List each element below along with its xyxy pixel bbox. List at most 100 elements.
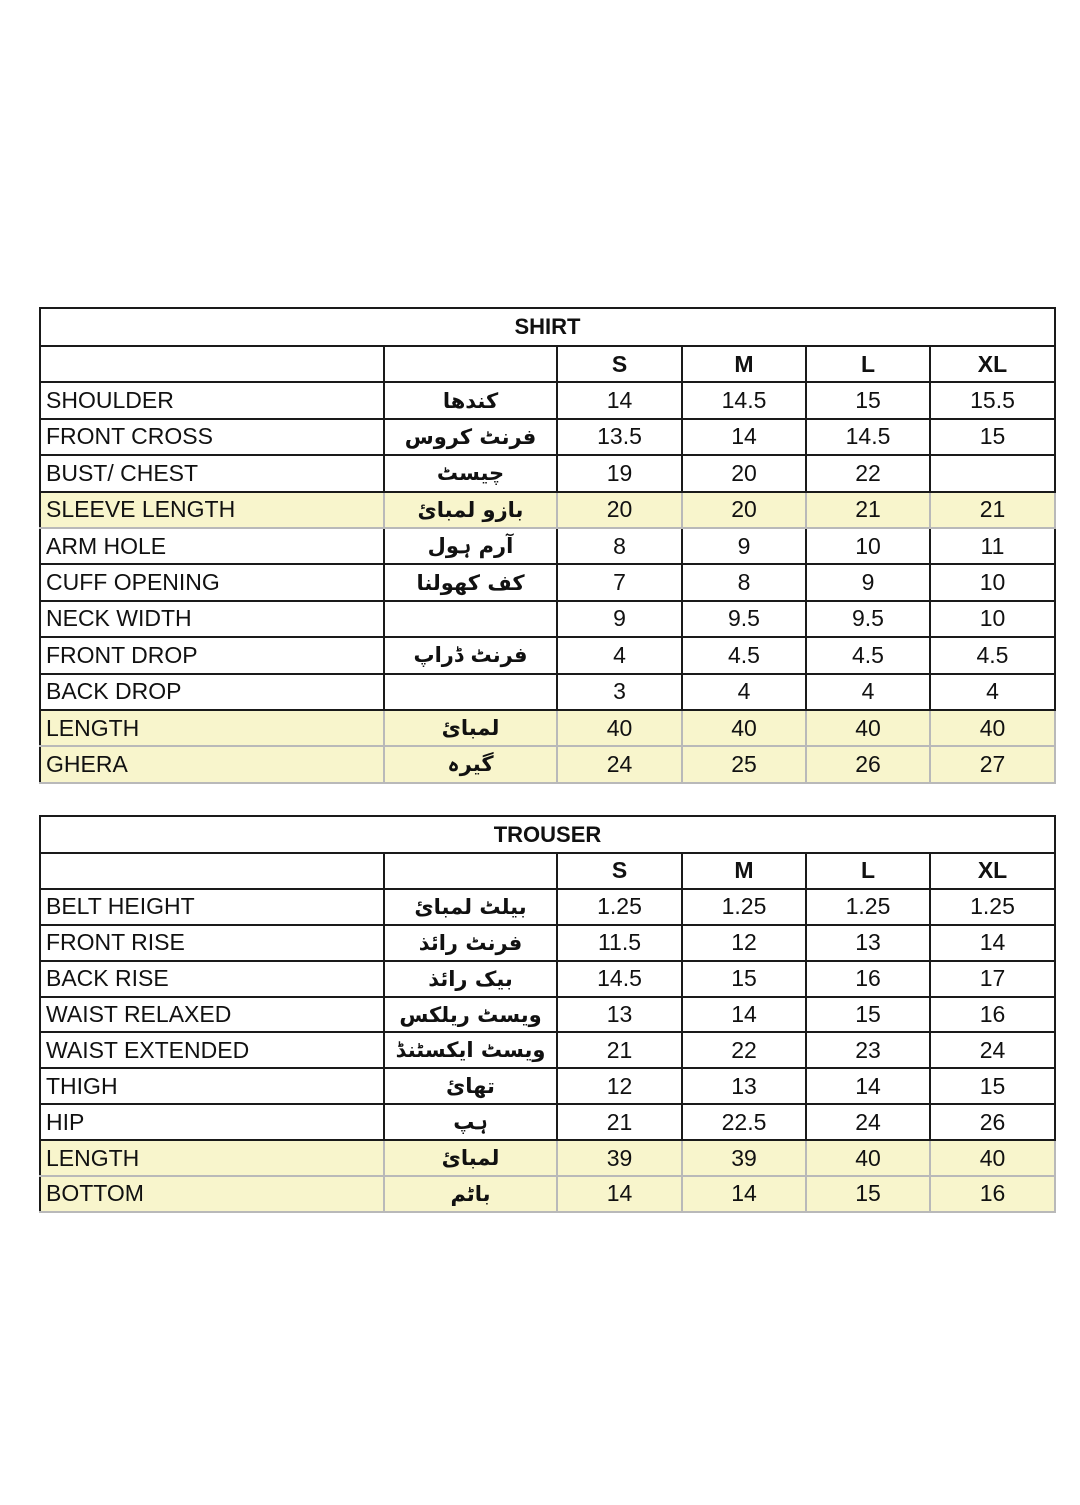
value-s: 3 [556, 672, 683, 711]
value-s: 20 [556, 490, 683, 529]
value-xl: 15.5 [929, 381, 1056, 420]
value-xl: 11 [929, 526, 1056, 566]
value-m: 9 [681, 526, 807, 566]
value-s: 39 [556, 1139, 683, 1178]
value-m: 9.5 [681, 599, 807, 639]
value-s: 12 [556, 1067, 683, 1106]
measurement-label: LENGTH [39, 708, 385, 748]
value-s: 11.5 [556, 923, 683, 962]
value-l: 15 [805, 381, 931, 420]
measurement-urdu-label: باٹم [383, 1175, 558, 1213]
value-m: 22 [681, 1031, 807, 1070]
value-m: 14 [681, 417, 807, 457]
measurement-label: BACK RISE [39, 959, 385, 998]
header-blank-label [39, 344, 385, 384]
measurement-label: ARM HOLE [39, 526, 385, 566]
table-row: WAIST RELAXED ویسٹ ریلکس 13 14 15 16 [39, 995, 1057, 1034]
value-s: 21 [556, 1103, 683, 1142]
value-l: 4 [805, 672, 931, 711]
value-m: 13 [681, 1067, 807, 1106]
value-xl: 21 [929, 490, 1056, 529]
value-xl: 15 [929, 417, 1056, 457]
value-l: 26 [805, 745, 931, 784]
value-l: 16 [805, 959, 931, 998]
measurement-urdu-label: کندھا [383, 381, 558, 420]
value-m: 15 [681, 959, 807, 998]
size-header-s: S [556, 852, 683, 890]
table-title: SHIRT [39, 307, 1056, 347]
measurement-label: GHERA [39, 745, 385, 784]
size-header-row: S M L XL [39, 344, 1056, 384]
measurement-urdu-label: لمبائ [383, 708, 558, 748]
value-m: 14 [681, 1175, 807, 1213]
size-header-m: M [681, 852, 807, 890]
measurement-label: BACK DROP [39, 672, 385, 711]
measurement-urdu-label: گیرہ [383, 745, 558, 784]
value-s: 19 [556, 454, 683, 493]
measurement-urdu-label [383, 672, 558, 711]
table-row: BUST/ CHEST چیسٹ 19 20 22 [39, 454, 1056, 493]
value-l: 24 [805, 1103, 931, 1142]
size-header-l: L [805, 344, 931, 384]
value-l: 21 [805, 490, 931, 529]
value-l: 13 [805, 923, 931, 962]
measurement-label: WAIST EXTENDED [39, 1031, 385, 1070]
value-xl: 4 [929, 672, 1056, 711]
table-row: HIP ہپ 21 22.5 24 26 [39, 1103, 1057, 1142]
table-title-row: SHIRT [39, 307, 1056, 347]
value-xl: 14 [928, 923, 1057, 962]
table-row: BACK DROP 3 4 4 4 [39, 672, 1056, 711]
table-row: ARM HOLE آرم ہول 8 9 10 11 [39, 526, 1056, 566]
value-m: 4 [681, 672, 807, 711]
value-m: 1.25 [681, 887, 807, 926]
value-l: 10 [805, 526, 931, 566]
measurement-urdu-label: لمبائ [383, 1139, 558, 1178]
measurement-label: HIP [39, 1103, 385, 1142]
measurement-label: FRONT CROSS [39, 417, 385, 457]
value-s: 7 [556, 563, 683, 602]
value-l: 4.5 [805, 636, 931, 675]
size-header-xl: XL [928, 852, 1057, 890]
value-xl: 16 [928, 995, 1057, 1034]
value-m: 4.5 [681, 636, 807, 675]
table-row: FRONT RISE فرنٹ رائذ 11.5 12 13 14 [39, 923, 1057, 962]
measurement-label: WAIST RELAXED [39, 995, 385, 1034]
value-xl: 15 [928, 1067, 1057, 1106]
measurement-urdu-label: آرم ہول [383, 526, 558, 566]
measurement-label: THIGH [39, 1067, 385, 1106]
table-row: LENGTH لمبائ 40 40 40 40 [39, 708, 1056, 748]
size-header-row: S M L XL [39, 852, 1057, 890]
measurement-urdu-label: تھائ [383, 1067, 558, 1106]
table-row: THIGH تھائ 12 13 14 15 [39, 1067, 1057, 1106]
header-blank-urdu [383, 852, 558, 890]
measurement-urdu-label: بیک رائذ [383, 959, 558, 998]
value-xl: 40 [928, 1139, 1057, 1178]
table-row: FRONT DROP فرنٹ ڈراپ 4 4.5 4.5 4.5 [39, 636, 1056, 675]
measurement-label: BUST/ CHEST [39, 454, 385, 493]
value-m: 22.5 [681, 1103, 807, 1142]
value-m: 12 [681, 923, 807, 962]
measurement-label: BELT HEIGHT [39, 887, 385, 926]
value-s: 14 [556, 381, 683, 420]
measurement-label: FRONT DROP [39, 636, 385, 675]
value-m: 25 [681, 745, 807, 784]
value-s: 1.25 [556, 887, 683, 926]
measurement-urdu-label: ویسٹ ریلکس [383, 995, 558, 1034]
value-xl: 16 [928, 1175, 1057, 1213]
table-row: SHOULDER کندھا 14 14.5 15 15.5 [39, 381, 1056, 420]
value-xl: 24 [928, 1031, 1057, 1070]
value-m: 20 [681, 454, 807, 493]
trouser-size-table: TROUSER S M L XL BELT HEIGHT بیلٹ لمبائ 1.25 1.2… [38, 815, 1057, 1213]
table-row: BELT HEIGHT بیلٹ لمبائ 1.25 1.25 1.25 1.25 [39, 887, 1057, 926]
measurement-urdu-label: فرنٹ رائذ [383, 923, 558, 962]
measurement-label: CUFF OPENING [39, 563, 385, 602]
value-s: 24 [556, 745, 683, 784]
table-row: SLEEVE LENGTH بازو لمبائ 20 20 21 21 [39, 490, 1056, 529]
value-l: 23 [805, 1031, 931, 1070]
measurement-urdu-label: بیلٹ لمبائ [383, 887, 558, 926]
value-l: 22 [805, 454, 931, 493]
table-title-row: TROUSER [38, 815, 1057, 854]
value-s: 13 [556, 995, 683, 1034]
value-xl: 17 [928, 959, 1057, 998]
table-row: CUFF OPENING کف کھولنا 7 8 9 10 [39, 563, 1056, 602]
